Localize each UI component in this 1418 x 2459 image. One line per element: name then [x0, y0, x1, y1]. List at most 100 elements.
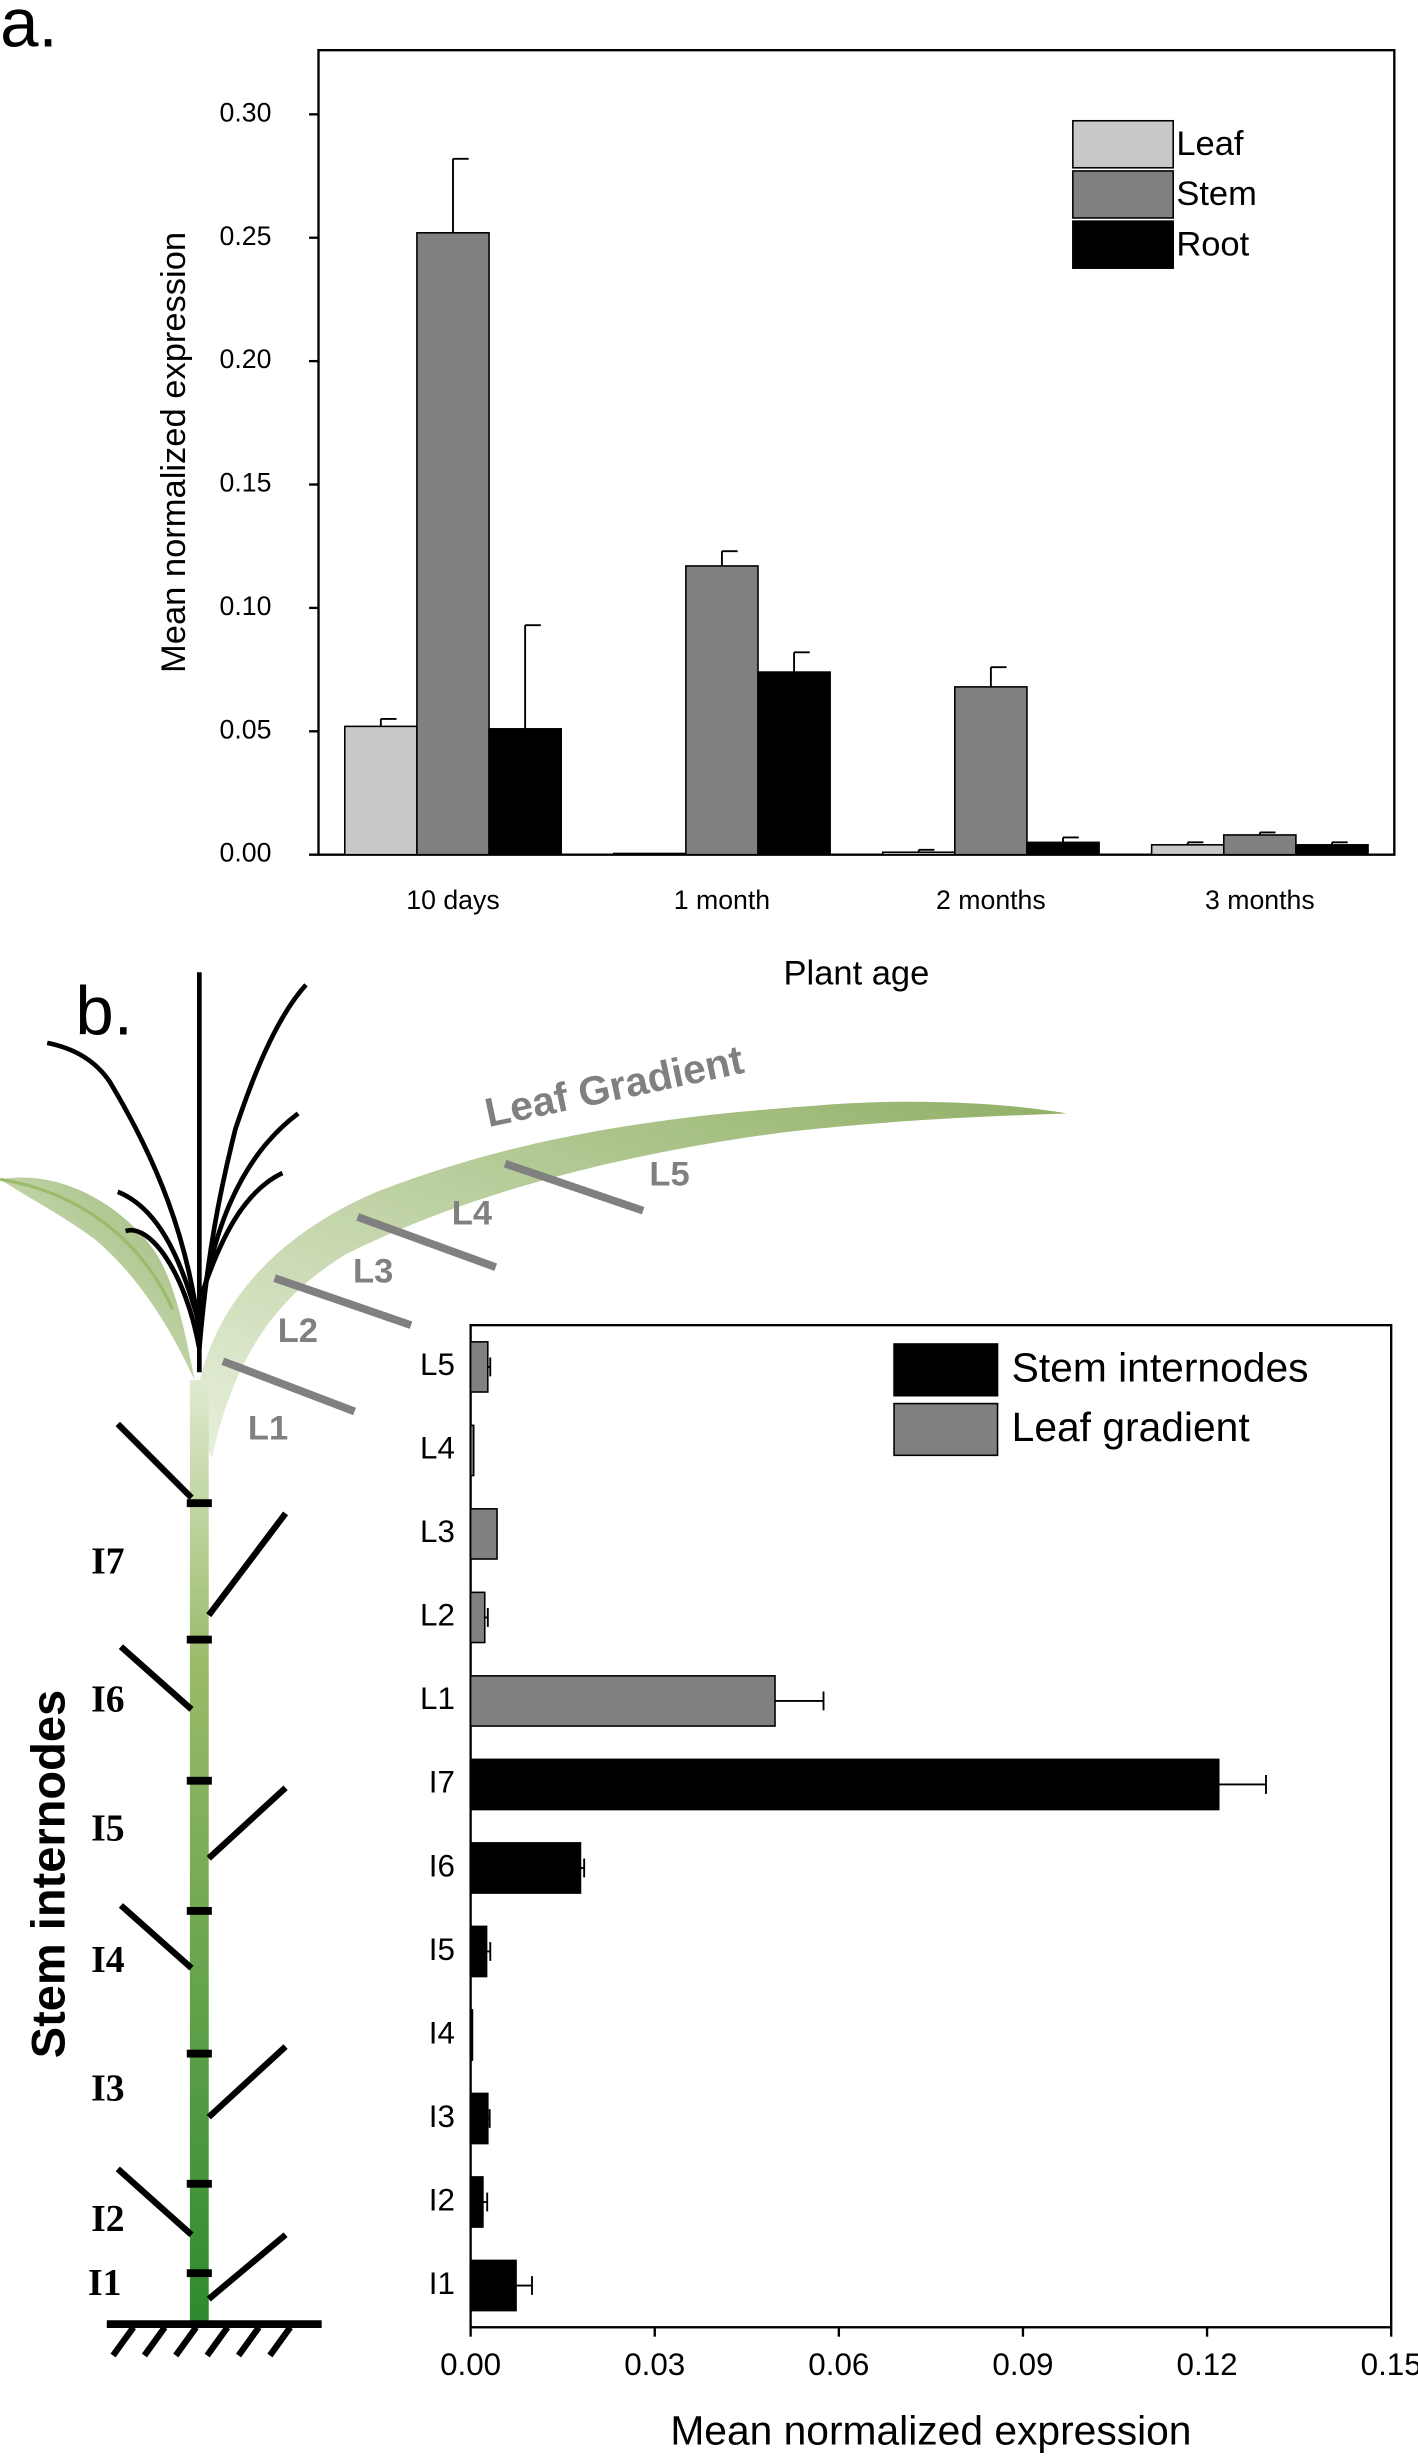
leaf-section: L4 — [452, 1194, 492, 1232]
error-bar — [1331, 841, 1348, 845]
bar — [881, 851, 956, 856]
legend-swatch — [1072, 170, 1174, 219]
bar — [469, 1758, 1220, 1811]
error-bar — [1186, 841, 1204, 845]
bar — [469, 1675, 776, 1727]
bar — [469, 2092, 489, 2145]
internode-label: I2 — [91, 2198, 124, 2240]
bar — [1150, 844, 1225, 856]
error-bar — [482, 2192, 489, 2212]
bar — [685, 565, 759, 856]
y-tick-label: L4 — [420, 1431, 455, 1466]
legend-label: Leaf — [1176, 125, 1244, 163]
x-tick-label: 0.03 — [624, 2347, 685, 2382]
bar — [469, 1842, 582, 1894]
bar — [469, 1925, 488, 1978]
leaf-section: L5 — [649, 1155, 689, 1193]
error-bar — [486, 1942, 492, 1961]
bar — [757, 671, 831, 856]
internode-label: I5 — [91, 1807, 124, 1849]
plot-frame — [317, 49, 1396, 856]
y-tick-label: I3 — [429, 2099, 455, 2134]
error-bar — [775, 1691, 825, 1711]
error-bar — [580, 1858, 586, 1878]
plant-diagram: Leaf Gradient L1 L2 L3 L4 L5 I1 I2 I3 I4… — [0, 972, 1067, 2358]
internode-label: I1 — [88, 2262, 121, 2304]
y-tick-label: 0.25 — [220, 221, 272, 251]
legend-swatch — [893, 1343, 999, 1397]
y-tick-label: 0.20 — [220, 344, 272, 374]
bar — [469, 2009, 474, 2061]
x-tick-label: 10 days — [406, 885, 499, 915]
error-bar — [487, 1357, 492, 1377]
x-tick-label: 0.00 — [440, 2347, 501, 2382]
bar — [469, 1424, 475, 1477]
y-tick-label: 0.05 — [220, 714, 272, 744]
y-tick-label: 0.10 — [220, 591, 272, 621]
x-axis-title: Mean normalized expression — [670, 2408, 1191, 2454]
x-tick-label: 0.12 — [1177, 2347, 1238, 2382]
error-bar — [1258, 831, 1276, 835]
y-tick-label: 0.00 — [220, 838, 272, 868]
bar — [1295, 844, 1369, 856]
y-tick-label: I1 — [429, 2266, 455, 2301]
internode-label: I3 — [91, 2068, 124, 2110]
bar — [469, 1341, 489, 1393]
error-bar — [487, 2109, 491, 2128]
x-tick-label: 1 month — [674, 885, 770, 915]
panel-label: a. — [0, 0, 58, 61]
error-bar — [720, 550, 738, 566]
legend-swatch — [893, 1402, 999, 1457]
leaf-section: L2 — [278, 1312, 318, 1350]
stem-label: Stem internodes — [21, 1690, 74, 2059]
error-bar — [379, 718, 397, 727]
bar — [469, 1508, 498, 1560]
x-tick-label: 2 months — [936, 885, 1046, 915]
leaf-section: L3 — [353, 1253, 393, 1291]
y-tick-label: I2 — [429, 2182, 455, 2217]
plot-frame — [469, 1323, 1393, 2329]
error-bar — [1062, 836, 1079, 843]
legend-label: Leaf gradient — [1012, 1404, 1251, 1450]
bar — [469, 2176, 484, 2228]
bar — [954, 686, 1028, 856]
internode-label: I4 — [91, 1939, 125, 1981]
error-bar — [516, 2276, 533, 2295]
x-tick-label: 3 months — [1205, 885, 1315, 915]
error-bar — [917, 848, 935, 853]
bar — [1222, 834, 1297, 856]
y-tick-label: L3 — [420, 1514, 455, 1549]
error-bar — [452, 157, 469, 233]
panel-label: b. — [75, 972, 133, 1049]
y-tick-label: I6 — [429, 1848, 455, 1883]
error-bar — [989, 666, 1007, 687]
legend-label: Stem internodes — [1012, 1344, 1309, 1390]
internode-label: I7 — [91, 1541, 124, 1583]
legend-swatch — [1072, 119, 1174, 169]
y-tick-label: I4 — [429, 2015, 455, 2050]
y-tick-label: 0.30 — [220, 97, 272, 127]
y-tick-label: L1 — [420, 1681, 455, 1716]
leaf-section: L1 — [248, 1409, 288, 1447]
y-tick-label: L2 — [420, 1598, 455, 1633]
internode-label: I6 — [91, 1679, 124, 1721]
bar — [1026, 841, 1100, 856]
legend-label: Root — [1176, 225, 1249, 263]
error-bar — [484, 1608, 489, 1627]
bar — [469, 2259, 517, 2312]
x-tick-label: 0.15 — [1361, 2347, 1418, 2382]
error-bar — [1218, 1775, 1267, 1794]
error-bar — [524, 624, 541, 729]
bar — [488, 728, 562, 856]
y-tick-label: 0.15 — [220, 468, 272, 498]
x-tick-label: 0.06 — [808, 2347, 869, 2382]
bar — [416, 232, 490, 856]
bar — [612, 852, 687, 856]
y-axis-title: Mean normalized expression — [155, 232, 193, 673]
y-tick-label: I7 — [429, 1765, 455, 1800]
y-tick-label: I5 — [429, 1932, 455, 1967]
bar — [469, 1591, 486, 1644]
y-tick-label: L5 — [420, 1347, 455, 1382]
legend-label: Stem — [1176, 175, 1257, 213]
